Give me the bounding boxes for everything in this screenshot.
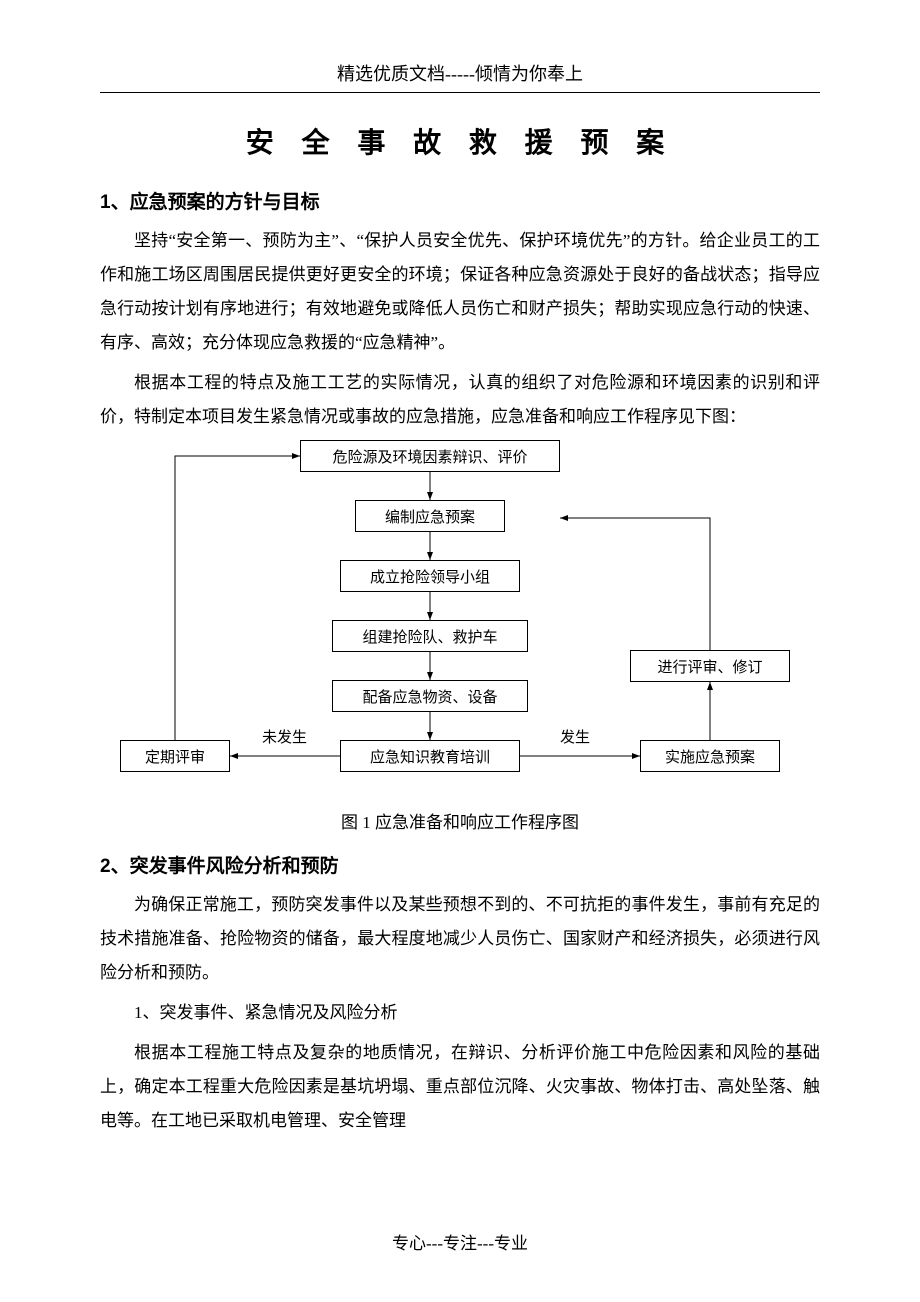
section-1-heading: 1、应急预案的方针与目标 <box>100 187 820 214</box>
flowchart-edge-label: 未发生 <box>262 726 307 747</box>
section-1-para-1: 坚持“安全第一、预防为主”、“保护人员安全优先、保护环境优先”的方针。给企业员工… <box>100 224 820 360</box>
flowchart-node: 成立抢险领导小组 <box>340 560 520 592</box>
figure-caption: 图 1 应急准备和响应工作程序图 <box>100 808 820 833</box>
flowchart-node: 进行评审、修订 <box>630 650 790 682</box>
section-2-para-2: 根据本工程施工特点及复杂的地质情况，在辩识、分析评价施工中危险因素和风险的基础上… <box>100 1036 820 1138</box>
flowchart-node: 实施应急预案 <box>640 740 780 772</box>
section-2-para-1: 为确保正常施工，预防突发事件以及某些预想不到的、不可抗拒的事件发生，事前有充足的… <box>100 888 820 990</box>
section-2-heading: 2、突发事件风险分析和预防 <box>100 851 820 878</box>
page-footer: 专心---专注---专业 <box>0 1229 920 1254</box>
section-1-para-2: 根据本工程的特点及施工工艺的实际情况，认真的组织了对危险源和环境因素的识别和评价… <box>100 366 820 434</box>
page-header: 精选优质文档-----倾情为你奉上 <box>100 60 820 93</box>
flowchart-edge-label: 发生 <box>560 726 590 747</box>
flowchart-diagram: 危险源及环境因素辩识、评价编制应急预案成立抢险领导小组组建抢险队、救护车配备应急… <box>100 440 820 800</box>
section-2-sub-1: 1、突发事件、紧急情况及风险分析 <box>100 996 820 1030</box>
flowchart-node: 定期评审 <box>120 740 230 772</box>
flowchart-node: 配备应急物资、设备 <box>332 680 528 712</box>
flowchart-node: 应急知识教育培训 <box>340 740 520 772</box>
flowchart-node: 编制应急预案 <box>355 500 505 532</box>
document-title: 安 全 事 故 救 援 预 案 <box>100 121 820 161</box>
flowchart-node: 组建抢险队、救护车 <box>332 620 528 652</box>
flowchart-node: 危险源及环境因素辩识、评价 <box>300 440 560 472</box>
